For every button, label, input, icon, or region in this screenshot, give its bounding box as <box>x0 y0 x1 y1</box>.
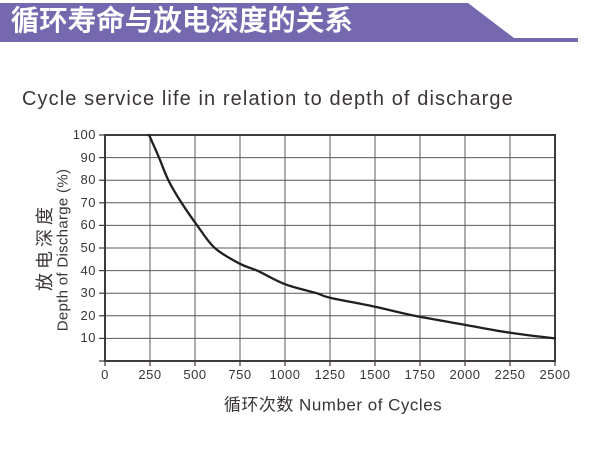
y-tick-label: 30 <box>80 285 96 301</box>
banner-underline <box>0 38 578 42</box>
x-tick-label: 500 <box>183 367 207 382</box>
x-tick-label: 750 <box>228 367 252 382</box>
header-banner: 循环寿命与放电深度的关系 <box>0 3 514 38</box>
y-tick-label: 60 <box>80 217 96 233</box>
y-tick-label: 20 <box>80 307 96 323</box>
x-tick-label: 0 <box>101 367 109 382</box>
y-axis-title-en: Depth of Discharge (%) <box>54 168 72 332</box>
x-tick-label: 250 <box>138 367 162 382</box>
cycle-life-curve <box>147 133 556 340</box>
x-tick-label: 2250 <box>494 367 526 382</box>
x-tick-label: 2000 <box>449 367 481 382</box>
x-axis-title: 循环次数 Number of Cycles <box>223 395 443 415</box>
header-banner-title: 循环寿命与放电深度的关系 <box>11 5 354 36</box>
y-axis-title-cn: 放电深度 <box>35 203 55 291</box>
y-tick-label: 40 <box>80 262 96 278</box>
x-tick-label: 1500 <box>359 367 391 382</box>
y-tick-label: 100 <box>72 127 96 142</box>
y-tick-label: 10 <box>80 330 96 346</box>
y-tick-label: 80 <box>80 172 96 188</box>
x-tick-label: 1250 <box>314 367 346 382</box>
x-tick-label: 1000 <box>269 367 301 382</box>
y-tick-label: 70 <box>80 194 96 210</box>
y-tick-label: 90 <box>80 149 96 165</box>
page-title: Cycle service life in relation to depth … <box>22 88 514 110</box>
x-tick-label: 2500 <box>539 367 571 382</box>
plot-border <box>104 134 556 362</box>
x-tick-label: 1750 <box>404 367 436 382</box>
y-tick-label: 50 <box>80 240 96 255</box>
